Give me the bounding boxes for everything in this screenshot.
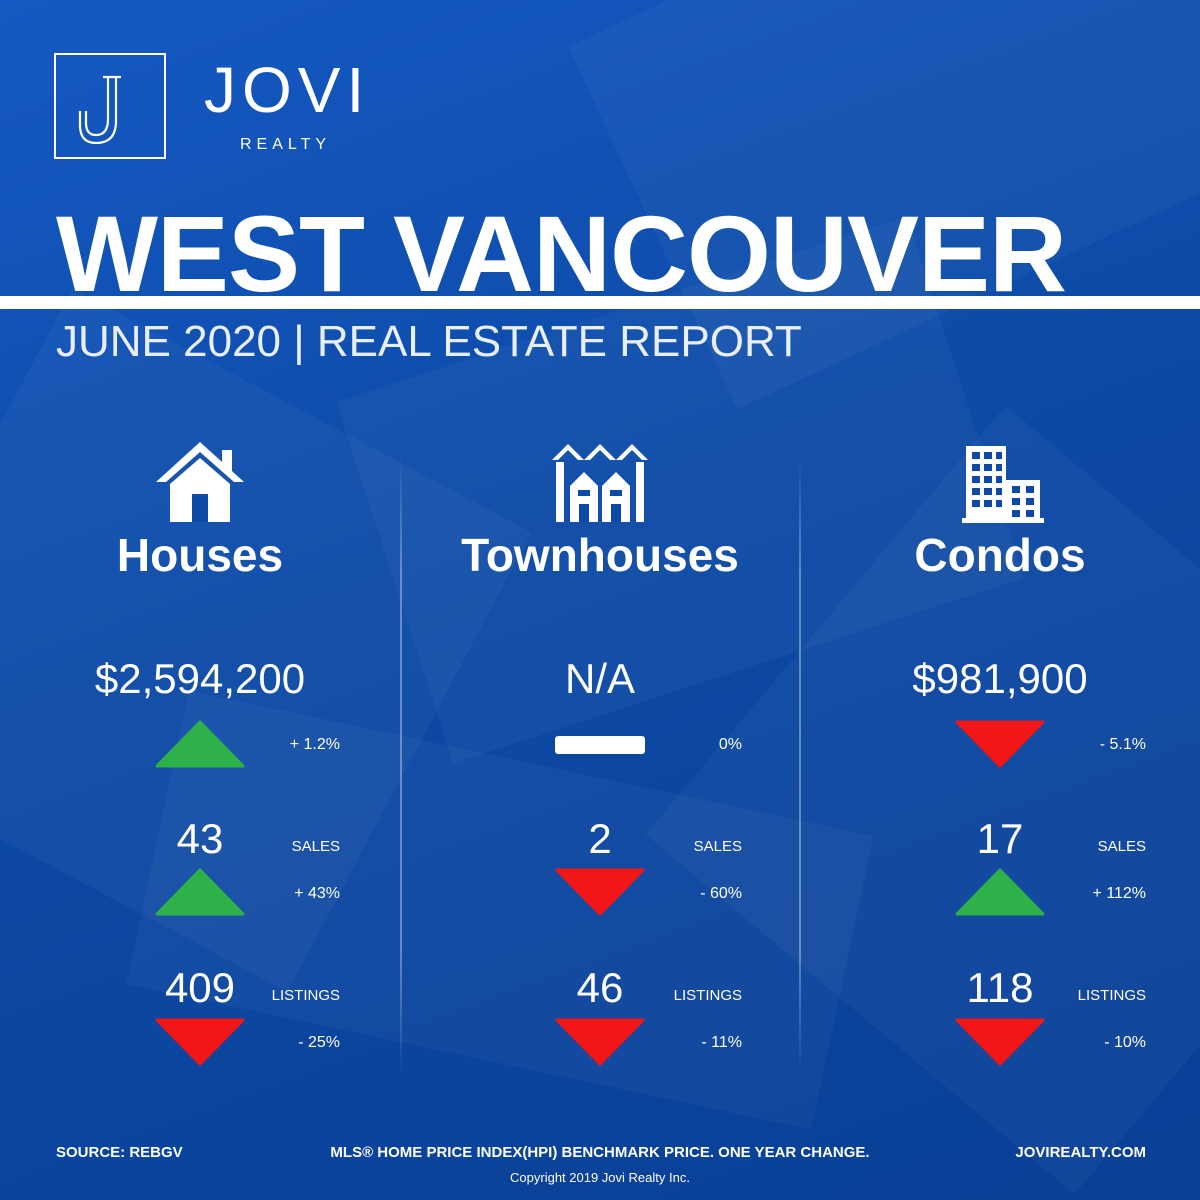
listings-label: LISTINGS xyxy=(271,987,340,1004)
houses-column: Houses $2,594,200 + 1.2% 43 SALES + 43% … xyxy=(0,430,400,1080)
footer-website-link[interactable]: JOVIREALTY.COM xyxy=(1015,1144,1146,1161)
listings-change: - 11% xyxy=(701,1034,742,1051)
column-divider xyxy=(799,455,801,1075)
sales-change: + 112% xyxy=(1092,885,1146,902)
sales-label: SALES xyxy=(1097,838,1146,855)
sales-label: SALES xyxy=(693,838,742,855)
listings-change: - 25% xyxy=(298,1034,340,1051)
listings-count: 409 xyxy=(164,964,236,1011)
listings-label: LISTINGS xyxy=(1077,987,1146,1004)
category-heading: Condos xyxy=(914,529,1086,581)
benchmark-price: N/A xyxy=(564,655,635,702)
title-underline xyxy=(0,296,1200,309)
page-title: WEST VANCOUVER xyxy=(56,193,1067,314)
sales-count: 2 xyxy=(588,815,612,862)
brand-logo xyxy=(54,53,166,159)
price-change: + 1.2% xyxy=(289,736,340,753)
price-change: - 5.1% xyxy=(1099,736,1146,753)
down-arrow-icon xyxy=(955,720,1045,768)
down-arrow-icon xyxy=(555,1018,645,1066)
townhouse-icon xyxy=(552,444,648,522)
listings-count: 118 xyxy=(966,964,1034,1011)
sales-count: 17 xyxy=(976,815,1024,862)
no-change-bar-icon xyxy=(555,736,645,754)
benchmark-price: $2,594,200 xyxy=(94,655,306,702)
down-arrow-icon xyxy=(955,1018,1045,1066)
sales-change: - 60% xyxy=(700,885,742,902)
condo-building-icon xyxy=(962,446,1044,523)
footer-copyright: Copyright 2019 Jovi Realty Inc. xyxy=(510,1170,690,1185)
condos-column: Condos $981,900 - 5.1% 17 SALES + 112% 1… xyxy=(800,430,1200,1080)
report-subtitle: JUNE 2020 | REAL ESTATE REPORT xyxy=(56,317,802,366)
column-divider xyxy=(400,455,402,1075)
up-arrow-icon xyxy=(155,720,245,768)
sales-change: + 43% xyxy=(294,885,340,902)
footer-source: SOURCE: REBGV xyxy=(56,1144,183,1161)
sales-count: 43 xyxy=(176,815,224,862)
down-arrow-icon xyxy=(155,1018,245,1066)
brand-name: JOVI xyxy=(204,54,371,126)
benchmark-price: $981,900 xyxy=(912,655,1088,702)
price-change: 0% xyxy=(718,736,742,753)
category-heading: Townhouses xyxy=(461,529,739,581)
j-monogram-icon xyxy=(78,75,121,145)
listings-count: 46 xyxy=(576,964,624,1011)
townhouses-column: Townhouses N/A 0% 2 SALES - 60% 46 LISTI… xyxy=(400,430,800,1080)
down-arrow-icon xyxy=(555,868,645,916)
footer-note: MLS® HOME PRICE INDEX(HPI) BENCHMARK PRI… xyxy=(330,1144,870,1161)
category-heading: Houses xyxy=(116,529,284,581)
brand-subname: REALTY xyxy=(240,136,332,153)
sales-label: SALES xyxy=(291,838,340,855)
up-arrow-icon xyxy=(955,868,1045,916)
listings-label: LISTINGS xyxy=(673,987,742,1004)
listings-change: - 10% xyxy=(1104,1034,1146,1051)
house-icon xyxy=(156,442,244,522)
up-arrow-icon xyxy=(155,868,245,916)
